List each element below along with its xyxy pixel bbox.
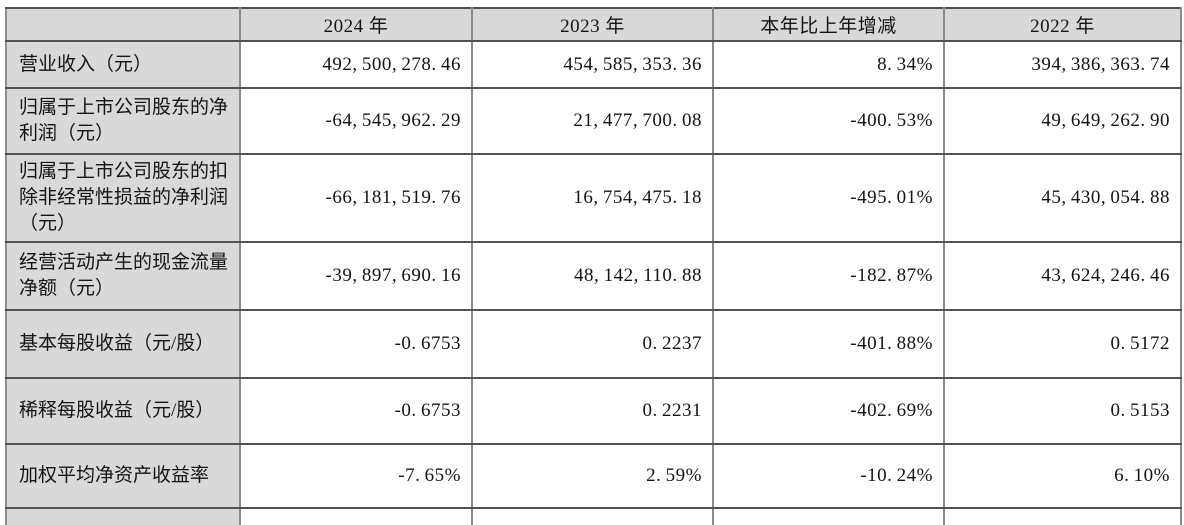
value-cell: 6. 10% (943, 443, 1182, 509)
value-cell: 0. 5153 (943, 377, 1182, 445)
value-cell: -400. 53% (712, 87, 945, 155)
value-cell: 49, 649, 262. 90 (943, 87, 1182, 155)
row-label: 归属于上市公司股东的净利润（元） (5, 87, 241, 155)
column-header: 2023 年 (471, 7, 714, 42)
value-cell: 0. 5172 (943, 309, 1182, 379)
value-cell: -7. 65% (239, 443, 473, 509)
row-label: 归属于上市公司股东的扣除非经常性损益的净利润（元） (5, 153, 241, 243)
row-label (5, 507, 241, 525)
column-header: 2024 年 (239, 7, 473, 42)
table-row: 稀释每股收益（元/股） -0. 6753 0. 2231 -402. 69% 0. 51… (5, 377, 1182, 445)
table-body: 营业收入（元） 492, 500, 278. 46 454, 585, 353. 3… (5, 40, 1182, 525)
value-cell: 0. 2237 (471, 309, 714, 379)
table-row: 经营活动产生的现金流量净额（元） -39, 897, 690. 16 48, 142… (5, 241, 1182, 311)
value-cell: 492, 500, 278. 46 (239, 40, 473, 89)
column-header: 2022 年 (943, 7, 1182, 42)
value-cell: -402. 69% (712, 377, 945, 445)
table-row: 基本每股收益（元/股） -0. 6753 0. 2237 -401. 88% 0. 51… (5, 309, 1182, 379)
value-cell: 21, 477, 700. 08 (471, 87, 714, 155)
value-cell: -182. 87% (712, 241, 945, 311)
value-cell: -495. 01% (712, 153, 945, 243)
value-cell: 48, 142, 110. 88 (471, 241, 714, 311)
row-label: 营业收入（元） (5, 40, 241, 89)
row-label: 加权平均净资产收益率 (5, 443, 241, 509)
header-row: 2024 年 2023 年本年比上年增减 2022 年 (5, 7, 1182, 42)
value-cell (712, 507, 945, 525)
value-cell: 0. 2231 (471, 377, 714, 445)
table-row: 归属于上市公司股东的扣除非经常性损益的净利润（元） -66, 181, 519. … (5, 153, 1182, 243)
value-cell: -66, 181, 519. 76 (239, 153, 473, 243)
value-cell: -401. 88% (712, 309, 945, 379)
value-cell (471, 507, 714, 525)
value-cell: 2. 59% (471, 443, 714, 509)
table-row: 加权平均净资产收益率 -7. 65% 2. 59% -10. 24% 6. 10% (5, 443, 1182, 509)
value-cell: 454, 585, 353. 36 (471, 40, 714, 89)
row-label: 经营活动产生的现金流量净额（元） (5, 241, 241, 311)
value-cell: 45, 430, 054. 88 (943, 153, 1182, 243)
value-cell: 8. 34% (712, 40, 945, 89)
value-cell (239, 507, 473, 525)
value-cell: -0. 6753 (239, 377, 473, 445)
value-cell: -0. 6753 (239, 309, 473, 379)
value-cell: 16, 754, 475. 18 (471, 153, 714, 243)
value-cell: -64, 545, 962. 29 (239, 87, 473, 155)
corner-header-cell (5, 7, 241, 42)
column-header: 本年比上年增减 (712, 7, 945, 42)
value-cell: -10. 24% (712, 443, 945, 509)
table-row: 营业收入（元） 492, 500, 278. 46 454, 585, 353. 3… (5, 40, 1182, 89)
table-row: 归属于上市公司股东的净利润（元） -64, 545, 962. 29 21, 477… (5, 87, 1182, 155)
row-label: 基本每股收益（元/股） (5, 309, 241, 379)
value-cell: 43, 624, 246. 46 (943, 241, 1182, 311)
financial-summary-table: 2024 年 2023 年本年比上年增减 2022 年 营业收入（元） 492, 50… (5, 7, 1182, 525)
value-cell (943, 507, 1182, 525)
table-header: 2024 年 2023 年本年比上年增减 2022 年 (5, 7, 1182, 42)
row-label: 稀释每股收益（元/股） (5, 377, 241, 445)
table-row-cutoff (5, 507, 1182, 525)
value-cell: -39, 897, 690. 16 (239, 241, 473, 311)
value-cell: 394, 386, 363. 74 (943, 40, 1182, 89)
